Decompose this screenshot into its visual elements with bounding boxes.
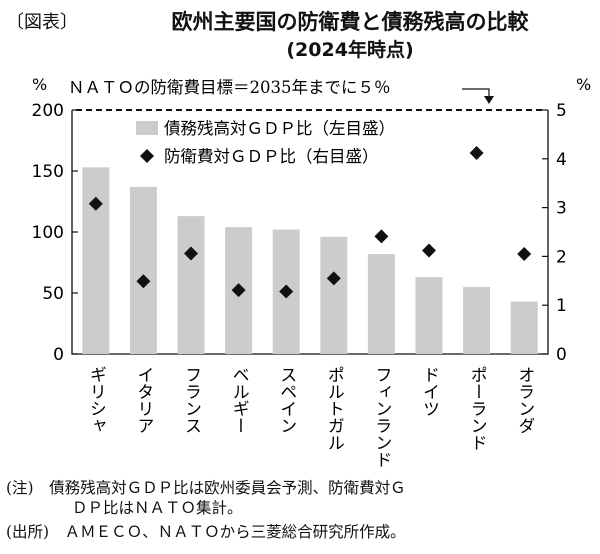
debt-bar [367,253,395,354]
nato-target-label: ＮＡＴＯの防衛費目標＝2035年までに５％ [68,78,391,97]
legend-marker-diamond [140,149,154,163]
arrow-head-icon [484,96,494,104]
right-axis-unit: % [576,75,591,94]
category-label: イタリア [133,366,153,434]
category-label: ポーランド [467,366,487,451]
defense-marker [517,246,532,261]
category-label: ポルトガル [324,366,344,451]
defense-marker [279,284,294,299]
debt-bar [320,236,348,354]
note-line-2: ＤＰ比はＮＡＴＯ集計。 [72,499,243,517]
debt-bar [82,167,110,354]
debt-bar [177,216,205,354]
left-axis-unit: % [32,75,47,94]
defense-marker [184,246,198,261]
defense-marker [469,145,484,160]
category-label: オランダ [514,366,534,434]
category-label: ベルギー [229,366,249,434]
legend-label-debt: 債務残高対ＧＤＰ比（左目盛） [164,119,395,138]
right-tick-label: 5 [556,101,567,121]
source-note: (出所) ＡＭＥＣＯ、ＮＡＴＯから三菱総合研究所作成。 [6,523,406,541]
left-tick-label: 50 [42,284,64,304]
nato-target-pointer [462,88,490,97]
right-tick-label: 1 [556,296,567,316]
debt-bar [510,301,538,354]
left-tick-label: 150 [32,162,64,182]
note-line-1: (注) 債務残高対ＧＤＰ比は欧州委員会予測、防衛費対Ｇ [6,479,406,497]
right-tick-label: 4 [556,150,567,170]
legend-label-defense: 防衛費対ＧＤＰ比（右目盛） [164,147,379,166]
debt-bar [415,277,443,354]
category-label: ドイツ [419,366,439,417]
category-label: フィンランド [371,366,391,468]
legend-swatch-bar [136,121,158,135]
chart-title: 欧州主要国の防衛費と債務残高の比較 [171,10,529,34]
left-tick-label: 200 [32,101,64,121]
figure-tag: 〔図表〕 [6,12,78,33]
defense-marker [422,243,436,258]
right-tick-label: 3 [556,199,567,219]
defense-marker [374,229,389,244]
category-label: フランス [181,366,201,434]
defense-marker [326,271,341,286]
category-label: スペイン [276,366,296,434]
chart-subtitle: (2024年時点) [286,39,414,61]
defense-marker [231,283,246,298]
left-tick-label: 0 [53,345,64,365]
right-tick-label: 2 [556,247,567,267]
defense-marker [88,196,103,211]
right-tick-label: 0 [556,345,567,365]
left-tick-label: 100 [32,223,64,243]
category-label: ギリシャ [86,366,106,434]
debt-bar [463,286,491,354]
defense-marker [136,274,151,289]
debt-bar [129,186,157,354]
